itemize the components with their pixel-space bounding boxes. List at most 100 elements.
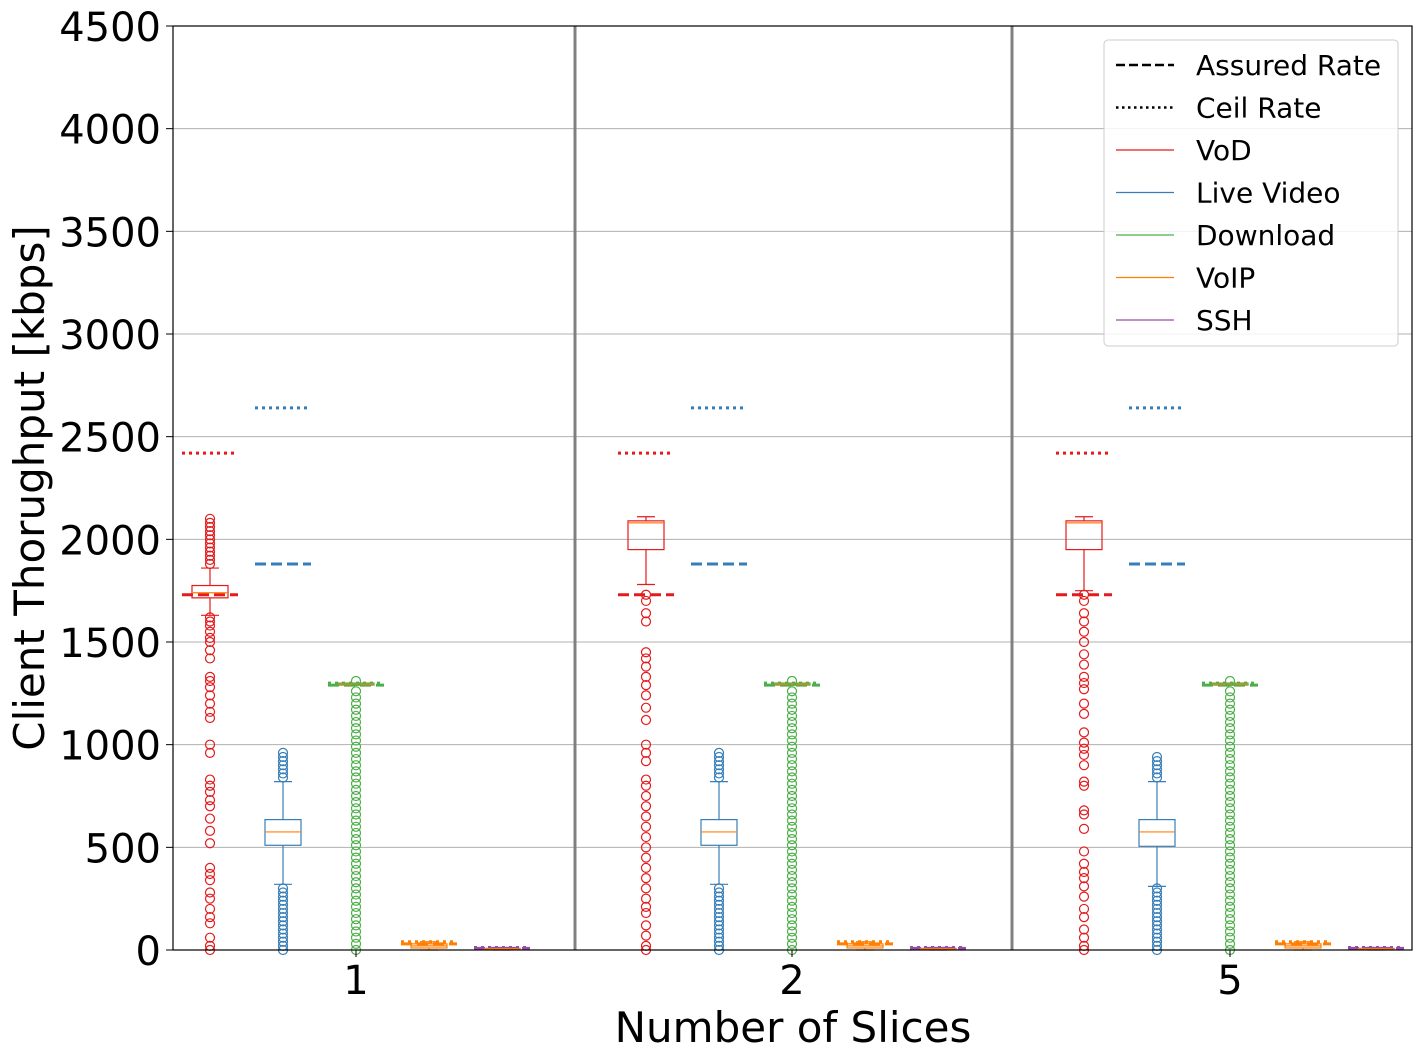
legend-label: VoD xyxy=(1196,134,1252,167)
outlier-point xyxy=(1224,907,1236,919)
outlier-point xyxy=(640,774,652,785)
outlier-point xyxy=(350,870,362,882)
outlier-point xyxy=(786,877,798,888)
outlier-point xyxy=(713,928,725,939)
outlier-point xyxy=(204,774,216,785)
outlier-point xyxy=(1224,870,1236,882)
outlier-point xyxy=(640,595,652,607)
outlier-point xyxy=(786,675,798,687)
outlier-point xyxy=(1224,821,1236,832)
outlier-point xyxy=(713,751,725,763)
outlier-point xyxy=(640,616,652,627)
outlier-point xyxy=(350,778,362,789)
outlier-point xyxy=(1224,914,1236,925)
y-axis-ticks: 0 500 1000 1500 2000 2500 3000 3500 4000 4500 xyxy=(59,5,173,975)
outlier-point xyxy=(1224,772,1236,783)
outlier-point xyxy=(1224,852,1236,863)
outlier-point xyxy=(350,723,362,734)
outlier-point xyxy=(204,521,216,533)
outlier-point xyxy=(1224,735,1236,746)
outlier-point xyxy=(786,766,798,777)
outlier-point xyxy=(640,680,652,691)
box-live-video-1 xyxy=(255,406,311,956)
outlier-point xyxy=(1151,768,1163,779)
legend-label: Download xyxy=(1196,219,1335,252)
x-tick-label: 5 xyxy=(1217,958,1242,1004)
outlier-point xyxy=(640,852,652,863)
outlier-point xyxy=(640,862,652,873)
outlier-point xyxy=(1224,846,1236,857)
outlier-point xyxy=(786,821,798,832)
outlier-point xyxy=(1151,936,1163,947)
outlier-point xyxy=(1151,928,1163,939)
outlier-point xyxy=(204,517,216,529)
box-vod-1 xyxy=(182,451,238,956)
outlier-point xyxy=(204,786,216,797)
outlier-point xyxy=(204,706,216,717)
legend-box xyxy=(1103,39,1399,347)
outlier-point xyxy=(350,895,362,906)
outlier-point xyxy=(204,538,216,549)
outlier-point xyxy=(277,920,289,931)
outlier-point xyxy=(1224,895,1236,906)
outlier-point xyxy=(713,772,725,783)
outlier-point xyxy=(1078,776,1090,787)
outlier-point xyxy=(277,916,289,927)
outlier-point xyxy=(350,821,362,832)
outlier-point xyxy=(640,930,652,941)
outlier-point xyxy=(204,530,216,541)
y-tick-label: 1500 xyxy=(59,621,161,667)
y-tick-label: 4500 xyxy=(59,5,161,51)
outlier-point xyxy=(1224,766,1236,777)
outlier-point xyxy=(1224,675,1236,687)
outlier-point xyxy=(204,795,216,806)
y-tick-label: 4000 xyxy=(59,108,161,154)
outlier-point xyxy=(640,690,652,701)
outlier-point xyxy=(786,747,798,758)
outlier-point xyxy=(204,780,216,791)
box-live-video-2 xyxy=(691,406,747,956)
outlier-point xyxy=(1151,903,1163,915)
outlier-point xyxy=(1078,698,1090,709)
outlier-point xyxy=(1078,616,1090,627)
outlier-point xyxy=(1078,684,1090,695)
outlier-point xyxy=(786,716,798,728)
box-voip-1 xyxy=(401,940,457,951)
outlier-point xyxy=(640,755,652,767)
outlier-point xyxy=(786,852,798,863)
box-vod-2 xyxy=(618,451,674,956)
outlier-point xyxy=(786,797,798,808)
box-iqr xyxy=(1138,819,1176,847)
outlier-point xyxy=(1151,916,1163,927)
outlier-point xyxy=(277,903,289,915)
outlier-point xyxy=(1224,710,1236,722)
outlier-point xyxy=(277,760,289,771)
outlier-point xyxy=(640,831,652,843)
outlier-point xyxy=(786,790,798,802)
outlier-point xyxy=(350,877,362,888)
outlier-point xyxy=(1078,760,1090,771)
box-iqr xyxy=(627,520,665,551)
outlier-point xyxy=(350,766,362,777)
outlier-point xyxy=(204,862,216,873)
outlier-point xyxy=(786,827,798,839)
outlier-point xyxy=(1224,809,1236,820)
outlier-point xyxy=(640,842,652,853)
outlier-point xyxy=(350,858,362,869)
outlier-point xyxy=(350,741,362,752)
outlier-point xyxy=(786,907,798,919)
outlier-point xyxy=(1078,589,1090,600)
legend-label: SSH xyxy=(1196,304,1253,337)
outlier-point xyxy=(204,620,216,631)
outlier-point xyxy=(277,912,289,923)
outlier-point xyxy=(640,608,652,619)
outlier-point xyxy=(204,903,216,915)
outlier-point xyxy=(1078,626,1090,637)
outlier-point xyxy=(713,747,725,758)
outlier-point xyxy=(277,887,289,898)
outlier-point xyxy=(204,887,216,898)
outlier-point xyxy=(350,809,362,820)
outlier-point xyxy=(350,716,362,728)
outlier-point xyxy=(1078,881,1090,892)
box-download-2 xyxy=(764,675,820,956)
